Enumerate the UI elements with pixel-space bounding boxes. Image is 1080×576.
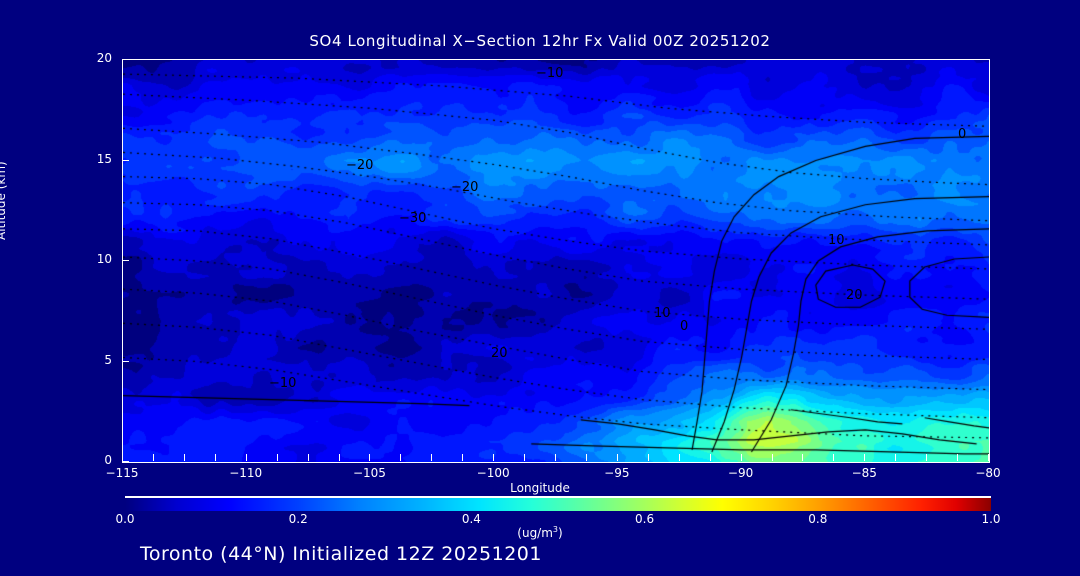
x-tick-mark [585,454,587,461]
x-tick-mark [369,454,371,461]
y-tick-label: 15 [96,151,112,166]
x-tick-mark [926,454,928,461]
contour-label: 20 [491,346,508,361]
colorbar-tick-label: 0.4 [461,512,481,526]
contour-label: −10 [269,376,297,391]
x-tick-mark [864,454,866,461]
contour-label: −20 [451,180,479,195]
y-tick-label: 5 [104,352,112,367]
y-tick-mark [122,260,129,261]
x-tick-mark [183,454,185,461]
x-tick-label: −100 [476,466,510,480]
x-tick-mark [555,454,556,461]
x-tick-mark [493,454,495,461]
x-tick-mark [988,454,989,461]
x-tick-mark [771,454,773,461]
x-tick-mark [833,454,835,461]
contour-label: −20 [346,158,374,173]
colorbar-tick-label: 0.0 [115,512,135,526]
x-tick-mark [462,454,464,461]
x-tick-mark [276,454,278,461]
x-tick-mark [740,454,742,461]
x-tick-label: −90 [727,466,754,480]
figure-caption: Toronto (44°N) Initialized 12Z 20251201 [140,543,542,565]
contour-label: 20 [846,288,863,303]
y-tick-mark [122,159,129,161]
colorbar-tick-label: 0.6 [635,512,655,526]
plot-area [122,59,990,463]
colorbar-tick-label: 0.8 [808,512,828,526]
chart-title: SO4 Longitudinal X−Section 12hr Fx Valid… [309,32,771,50]
x-tick-mark [709,454,711,461]
x-tick-mark [616,454,618,461]
x-tick-mark [524,454,526,461]
y-axis-label: Altitude (km) [0,161,8,240]
x-tick-mark [152,454,154,461]
x-tick-mark [400,454,402,461]
contour-label: −30 [399,211,427,226]
contour-label: 10 [828,233,845,248]
x-tick-mark [122,454,123,461]
x-tick-label: −115 [105,466,139,480]
y-tick-mark [122,59,129,60]
contour-label: 0 [680,319,689,334]
y-tick-mark [122,461,129,462]
x-tick-label: −85 [851,466,877,480]
x-tick-mark [245,454,247,461]
x-tick-mark [338,454,340,461]
contour-line-canvas [123,60,989,462]
x-tick-label: −110 [229,466,263,480]
y-tick-label: 0 [104,453,112,467]
contour-label: 10 [654,306,671,321]
colorbar [125,496,991,511]
x-tick-mark [957,454,959,461]
x-tick-mark [895,454,897,461]
y-tick-label: 20 [96,51,112,65]
x-tick-mark [307,454,309,461]
colorbar-tick-label: 1.0 [981,512,1001,526]
colorbar-tick-label: 0.2 [288,512,308,526]
contour-label: 0 [958,127,967,142]
x-tick-mark [678,454,680,461]
x-tick-mark [214,454,216,461]
contour-label: −10 [536,66,564,81]
y-tick-mark [122,360,129,362]
x-tick-mark [647,454,649,461]
x-tick-label: −105 [352,466,386,480]
x-tick-mark [431,454,433,461]
x-tick-mark [802,454,804,461]
colorbar-units: (ug/m3) [517,525,563,540]
x-tick-label: −95 [604,466,630,480]
x-axis-label: Longitude [510,481,570,495]
x-tick-label: −80 [975,466,1001,480]
y-tick-label: 10 [96,252,112,266]
